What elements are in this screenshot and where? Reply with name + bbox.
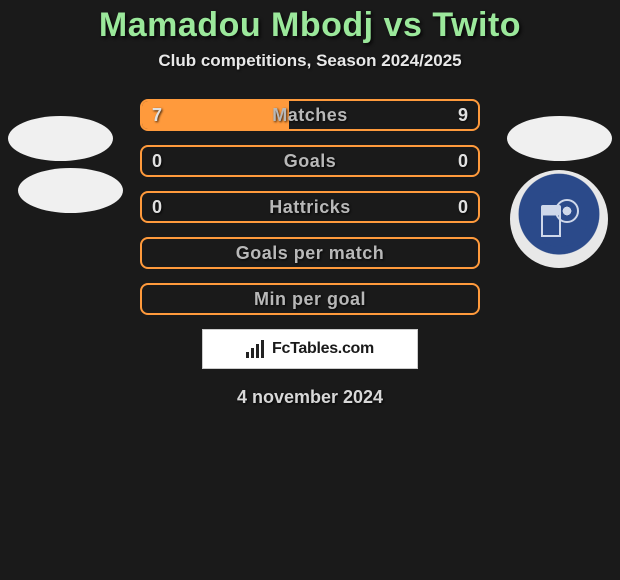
page-title: Mamadou Mbodj vs Twito xyxy=(0,0,620,45)
stat-label: Hattricks xyxy=(142,193,478,221)
footer-brand-text: FcTables.com xyxy=(272,340,374,358)
stat-label: Goals per match xyxy=(142,239,478,267)
comparison-bars: 79Matches 00Goals 00Hattricks Goals per mat… xyxy=(0,99,620,315)
stat-row: 79Matches xyxy=(140,99,480,131)
stat-row: Min per goal xyxy=(140,283,480,315)
subtitle: Club competitions, Season 2024/2025 xyxy=(0,51,620,71)
fctables-logo-icon xyxy=(246,340,266,358)
stat-row: 00Hattricks xyxy=(140,191,480,223)
stat-label: Matches xyxy=(142,101,478,129)
stat-label: Min per goal xyxy=(142,285,478,313)
footer-brand-box: FcTables.com xyxy=(202,329,418,369)
stat-row: Goals per match xyxy=(140,237,480,269)
stat-label: Goals xyxy=(142,147,478,175)
stat-row: 00Goals xyxy=(140,145,480,177)
snapshot-date: 4 november 2024 xyxy=(0,387,620,408)
